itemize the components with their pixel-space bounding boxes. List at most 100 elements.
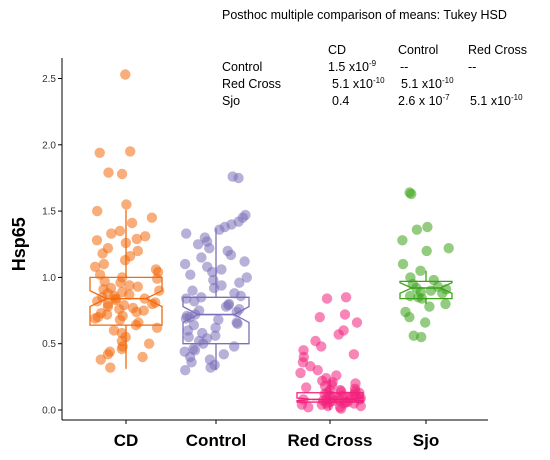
data-point: [187, 285, 198, 296]
x-tick-label: Control: [186, 431, 246, 450]
data-point: [234, 277, 245, 288]
y-tick-label: 0.5: [42, 339, 56, 350]
data-point: [121, 199, 132, 210]
data-point: [437, 288, 448, 299]
data-point: [151, 322, 163, 333]
y-tick-label: 1.5: [42, 207, 56, 218]
data-point: [416, 331, 427, 343]
data-point: [101, 309, 113, 320]
data-point: [139, 293, 150, 304]
data-point: [137, 351, 148, 363]
data-point: [95, 354, 107, 365]
data-point: [424, 301, 435, 312]
data-point: [422, 221, 433, 233]
data-point: [321, 293, 333, 304]
y-tick-label: 2.0: [42, 140, 56, 151]
data-point: [154, 285, 165, 296]
axes: [58, 58, 488, 424]
data-point: [102, 349, 114, 360]
data-point: [213, 314, 224, 325]
data-point: [91, 235, 103, 246]
data-point: [131, 233, 142, 245]
data-point: [233, 172, 244, 184]
p-value-sjo-cd: 0.4: [332, 94, 350, 108]
data-point: [147, 298, 158, 310]
data-point: [239, 256, 250, 267]
data-point: [316, 341, 327, 352]
p-value-control-cd: 1.5 x10-9: [328, 59, 377, 75]
data-point: [146, 212, 158, 223]
data-point: [301, 382, 312, 393]
points-layer: [89, 69, 454, 414]
col-header-red-cross: Red Cross: [468, 43, 528, 57]
data-point: [232, 318, 243, 329]
posthoc-title: Posthoc multiple comparison of means: Tu…: [222, 8, 507, 22]
p-value-control-control: --: [400, 60, 409, 74]
data-point: [214, 224, 225, 235]
data-point: [192, 239, 204, 250]
data-point: [180, 365, 191, 376]
data-point: [108, 325, 120, 336]
y-axis-label: Hsp65: [9, 217, 29, 271]
p-value-sjo-redcross: 5.1 x10-10: [470, 93, 523, 109]
x-tick-label: CD: [114, 431, 139, 450]
data-point: [406, 188, 417, 200]
data-point: [92, 296, 103, 307]
data-point: [106, 228, 117, 239]
data-point: [208, 282, 220, 294]
data-point: [225, 249, 237, 261]
data-point: [231, 306, 242, 318]
data-point: [92, 205, 103, 217]
data-point: [421, 245, 432, 257]
data-point: [440, 298, 451, 310]
data-point: [124, 280, 135, 291]
y-tick-label: 0.0: [42, 406, 56, 417]
col-header-control: Control: [398, 43, 439, 57]
data-point: [181, 293, 192, 304]
data-point: [218, 349, 229, 360]
data-point: [196, 252, 207, 263]
data-point: [322, 400, 334, 412]
data-point: [125, 146, 136, 157]
notched-box: [399, 280, 453, 300]
data-point: [98, 258, 110, 270]
data-point: [120, 237, 132, 249]
data-point: [124, 289, 135, 300]
data-point: [140, 231, 151, 242]
label-layer: 0.0 0.5 1.0 1.5 2.0 2.5 Hsp65 CD Control Red Cros…: [9, 74, 439, 450]
data-point: [312, 365, 323, 376]
x-tick-label: Sjo: [413, 431, 439, 450]
data-point: [348, 349, 360, 360]
data-point: [102, 301, 114, 312]
data-point: [152, 273, 163, 284]
data-point: [132, 245, 143, 257]
data-point: [105, 362, 116, 373]
data-point: [120, 69, 131, 80]
data-point: [416, 293, 428, 304]
data-point: [132, 281, 143, 292]
data-point: [397, 258, 409, 270]
data-point: [186, 357, 197, 368]
data-point: [335, 403, 347, 414]
data-point: [143, 338, 155, 349]
data-point: [351, 317, 363, 328]
data-point: [119, 255, 131, 266]
data-point: [189, 296, 200, 307]
col-header-cd: CD: [328, 43, 347, 57]
data-point: [210, 330, 221, 341]
data-point: [303, 402, 314, 413]
data-point: [229, 341, 240, 352]
data-point: [116, 343, 128, 355]
data-point: [130, 319, 142, 331]
x-tick-label: Red Cross: [287, 431, 372, 450]
data-point: [340, 292, 352, 303]
p-value-redcross-control: 5.1 x10-10: [401, 76, 454, 92]
data-point: [207, 266, 218, 278]
data-point: [425, 285, 437, 296]
data-point: [131, 306, 142, 318]
p-value-sjo-control: 2.6 x 10-7: [398, 93, 450, 109]
data-point: [411, 224, 423, 235]
data-point: [103, 167, 114, 178]
row-label-red-cross: Red Cross: [222, 77, 282, 91]
